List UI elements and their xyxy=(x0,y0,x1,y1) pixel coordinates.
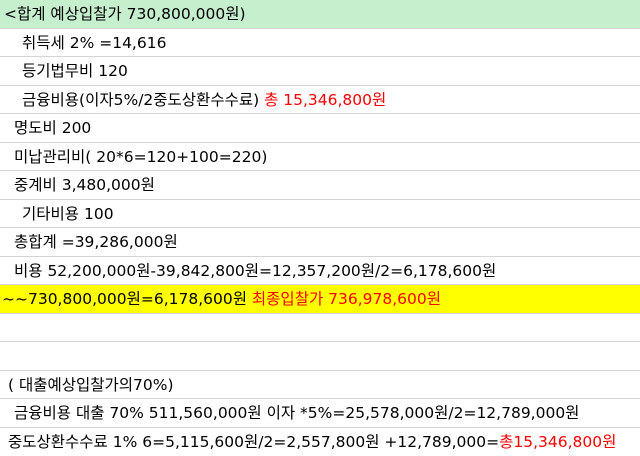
cell-text: 취득세 2% =14,616 xyxy=(22,33,167,52)
row-empty[interactable] xyxy=(0,342,640,371)
cell-text: 중계비 3,480,000원 xyxy=(14,176,155,194)
cell-text-red: 총 15,346,800원 xyxy=(259,90,387,109)
cell-text-group: ~~730,800,000원=6,178,600원 최종입찰가 736,978,… xyxy=(2,285,441,313)
cell-text: 총합계 =39,286,000원 xyxy=(14,233,178,251)
cell-text-red: 최종입찰가 736,978,600원 xyxy=(246,290,442,308)
cell-text: ( 대출예상입찰가의70%) xyxy=(8,375,174,394)
row-loan-interest[interactable]: 금융비용 대출 70% 511,560,000원 이자 *5%=25,578,0… xyxy=(0,399,640,428)
cell-text: 중도상환수수료 1% 6=5,115,600원/2=2,557,800원 +12… xyxy=(8,432,500,451)
row-brokerage-fee[interactable]: 중계비 3,480,000원 xyxy=(0,171,640,200)
row-registration-legal-fee[interactable]: 등기법무비 120 xyxy=(0,57,640,86)
cell-text: 명도비 200 xyxy=(14,119,92,137)
cell-text: 등기법무비 120 xyxy=(22,62,128,80)
row-final-bid[interactable]: ~~730,800,000원=6,178,600원 최종입찰가 736,978,… xyxy=(0,285,640,314)
row-early-repayment-fee[interactable]: 중도상환수수료 1% 6=5,115,600원/2=2,557,800원 +12… xyxy=(0,428,640,456)
cell-text: <합계 예상입찰가 730,800,000원) xyxy=(4,5,246,23)
row-acquisition-tax[interactable]: 취득세 2% =14,616 xyxy=(0,29,640,57)
row-other-costs[interactable]: 기타비용 100 xyxy=(0,200,640,228)
cell-text-group: 중도상환수수료 1% 6=5,115,600원/2=2,557,800원 +12… xyxy=(8,428,616,456)
cell-text-red: 총15,346,800원 xyxy=(499,432,617,451)
cell-text: 기타비용 100 xyxy=(22,204,114,223)
row-financial-cost[interactable]: 금융비용(이자5%/2중도상환수수료) 총 15,346,800원 xyxy=(0,86,640,114)
cell-text: 금융비용(이자5%/2중도상환수수료) xyxy=(22,90,260,109)
row-grand-total[interactable]: 총합계 =39,286,000원 xyxy=(0,228,640,257)
row-eviction-cost[interactable]: 명도비 200 xyxy=(0,114,640,143)
cell-text: 금융비용 대출 70% 511,560,000원 이자 *5%=25,578,0… xyxy=(14,404,580,422)
cell-text: ~~730,800,000원=6,178,600원 xyxy=(2,290,247,308)
cell-text: 미납관리비( 20*6=120+100=220) xyxy=(14,147,268,166)
row-expected-bid-total[interactable]: <합계 예상입찰가 730,800,000원) xyxy=(0,0,640,29)
cell-text: 비용 52,200,000원-39,842,800원=12,357,200원/2… xyxy=(14,261,497,280)
row-cost-calculation[interactable]: 비용 52,200,000원-39,842,800원=12,357,200원/2… xyxy=(0,257,640,285)
cell-text-group: 금융비용(이자5%/2중도상환수수료) 총 15,346,800원 xyxy=(22,86,386,114)
row-unpaid-management-fee[interactable]: 미납관리비( 20*6=120+100=220) xyxy=(0,143,640,171)
row-empty[interactable] xyxy=(0,314,640,342)
row-loan-note[interactable]: ( 대출예상입찰가의70%) xyxy=(0,371,640,399)
